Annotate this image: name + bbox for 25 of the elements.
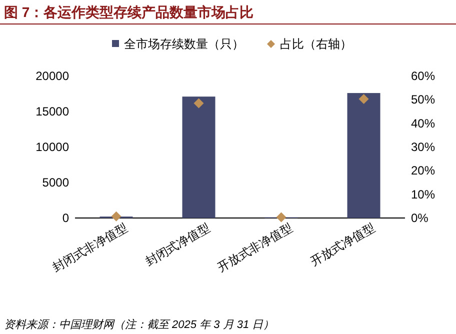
point [111,211,122,222]
x-tick-label: 开放式净值型 [308,220,378,269]
x-tick-label: 开放式非净值型 [215,220,295,275]
y-tick-label: 20000 [36,69,70,83]
y2-tick-label: 0% [411,211,429,225]
bar [182,96,216,218]
text: 资料来源：中国理财网（注：截至 2025 年 3 月 31 日） [4,318,274,331]
y2-tick-label: 40% [411,116,436,130]
y2-tick-label: 60% [411,69,436,83]
y2-tick-label: 20% [411,164,436,178]
legend-label: 占比（右轴） [280,37,352,51]
legend-label: 全市场存续数量（只） [124,37,244,51]
y2-tick-label: 10% [411,187,436,202]
x-tick-label: 封闭式净值型 [142,220,212,269]
y2-tick-label: 30% [411,140,436,154]
chart-title: 图 7：各运作类型存续产品数量市场占比 [4,4,254,20]
y-tick-label: 5000 [42,176,70,190]
point [358,94,369,104]
point [194,98,204,108]
y-tick-label: 0 [62,211,70,225]
bar [347,93,380,218]
point [276,212,286,222]
y-tick-label: 15000 [36,104,70,118]
y2-tick-label: 50% [411,92,436,107]
y-tick-label: 10000 [36,140,70,154]
